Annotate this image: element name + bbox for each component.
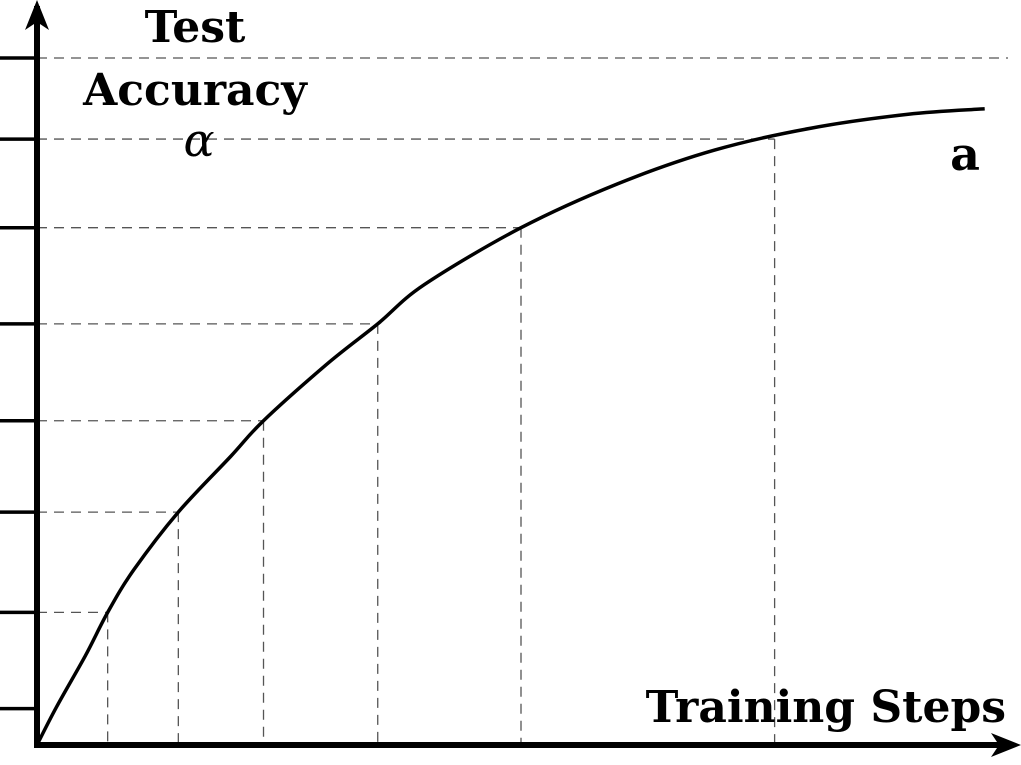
series-line xyxy=(35,107,985,746)
y-axis-arrowhead xyxy=(25,0,49,30)
guide-lines xyxy=(37,138,776,745)
x-axis-arrowhead xyxy=(991,733,1021,757)
x-axis-label: Training Steps xyxy=(646,682,1006,733)
y-ticks xyxy=(0,56,37,711)
y-axis-label-line-1: Test xyxy=(145,2,246,53)
y-axis-label-symbol: α xyxy=(183,113,214,167)
series-label: a xyxy=(950,127,980,181)
y-axis-label-line-2: Accuracy xyxy=(82,65,308,116)
